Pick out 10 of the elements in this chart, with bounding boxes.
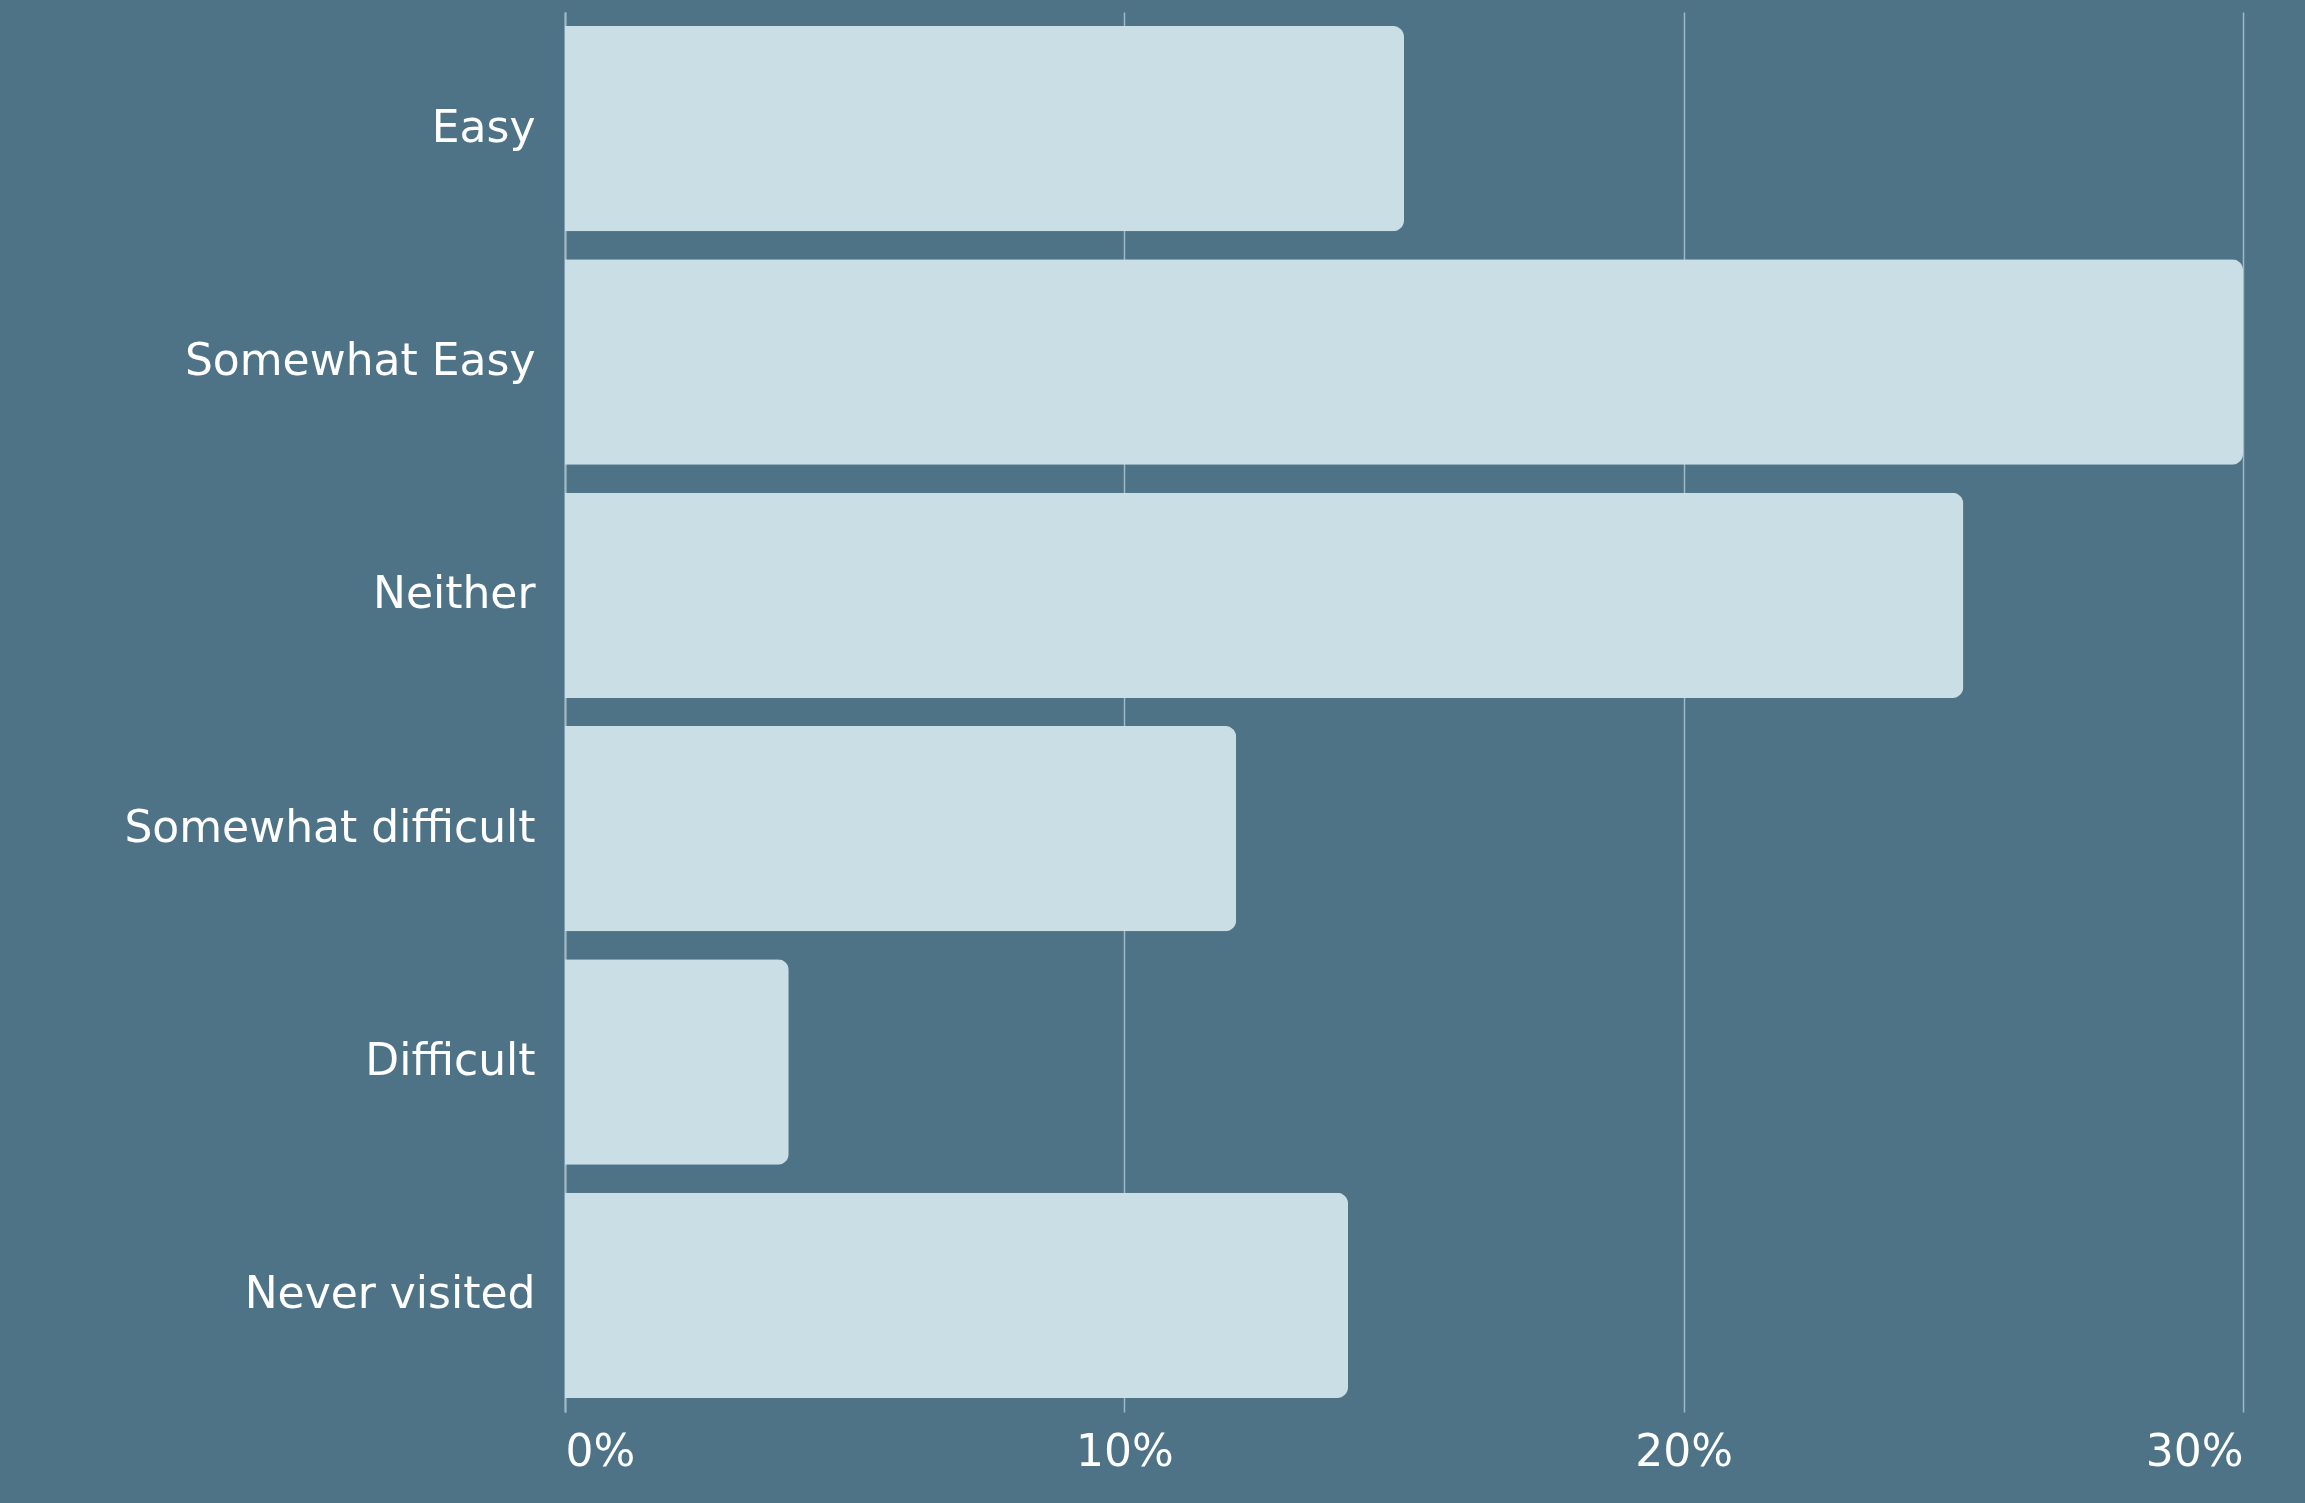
y-tick-label: Never visited xyxy=(244,1267,536,1319)
x-tick-label: 10% xyxy=(1075,1424,1174,1476)
y-tick-label: Difficult xyxy=(365,1034,536,1085)
y-tick-label: Somewhat Easy xyxy=(184,334,536,385)
x-tick-label: 0% xyxy=(565,1424,636,1476)
y-tick-label: Somewhat difficult xyxy=(124,800,536,852)
y-tick-label: Easy xyxy=(431,100,536,152)
x-tick-label: 20% xyxy=(1635,1424,1734,1476)
y-tick-label: Neither xyxy=(372,567,537,619)
x-tick-label: 30% xyxy=(2145,1424,2244,1476)
